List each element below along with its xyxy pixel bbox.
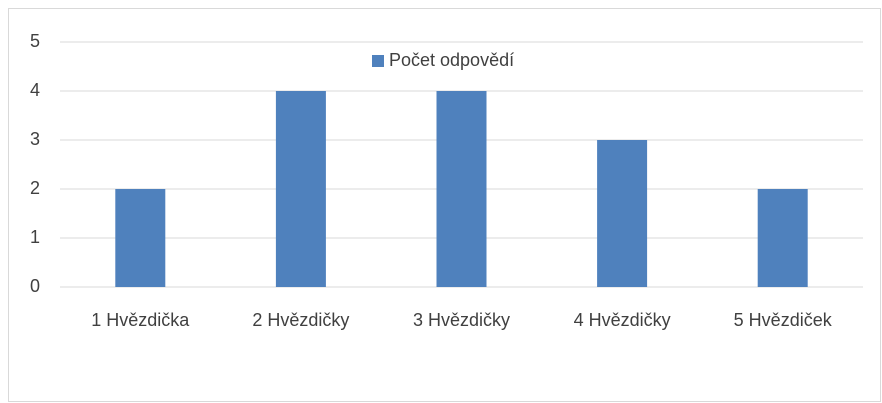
x-tick-label: 4 Hvězdičky (574, 310, 671, 330)
y-tick-label: 4 (30, 80, 40, 100)
x-tick-label: 2 Hvězdičky (252, 310, 349, 330)
legend-label: Počet odpovědí (389, 50, 514, 70)
y-tick-label: 2 (30, 178, 40, 198)
y-tick-label: 0 (30, 276, 40, 296)
bar (275, 91, 326, 287)
bar (597, 140, 648, 287)
bar (757, 189, 808, 287)
y-tick-label: 5 (30, 31, 40, 51)
x-tick-label: 3 Hvězdičky (413, 310, 510, 330)
legend-swatch (372, 55, 384, 67)
x-tick-label: 5 Hvězdiček (734, 310, 833, 330)
x-tick-label: 1 Hvězdička (91, 310, 190, 330)
y-tick-label: 1 (30, 227, 40, 247)
bar (436, 91, 487, 287)
bar (115, 189, 166, 287)
y-tick-label: 3 (30, 129, 40, 149)
